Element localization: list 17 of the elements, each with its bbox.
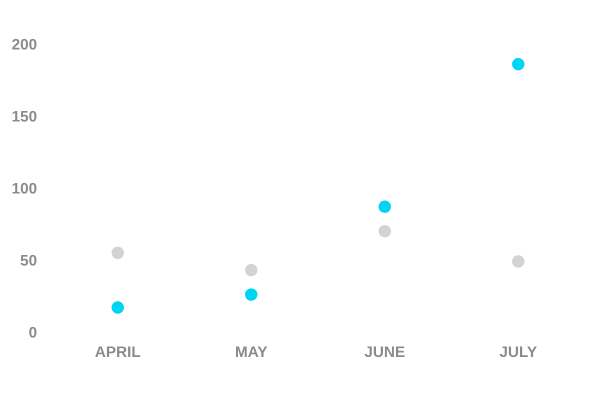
x-tick-label: JUNE bbox=[364, 346, 405, 358]
y-tick-label: 50 bbox=[20, 254, 36, 266]
x-tick-label: APRIL bbox=[95, 346, 140, 357]
y-tick-label: 100 bbox=[12, 182, 36, 194]
point bbox=[512, 255, 524, 268]
point bbox=[112, 246, 124, 260]
point bbox=[245, 264, 258, 276]
point bbox=[378, 224, 391, 238]
point bbox=[512, 58, 524, 70]
x-tick-label: MAY bbox=[236, 346, 268, 357]
point bbox=[378, 200, 391, 213]
x-tick-label: JULY bbox=[500, 346, 537, 358]
y-tick-label: 0 bbox=[29, 326, 36, 338]
point bbox=[245, 288, 258, 301]
point bbox=[112, 301, 124, 314]
y-tick-label: 200 bbox=[12, 38, 36, 50]
y-tick-label: 150 bbox=[12, 110, 36, 122]
